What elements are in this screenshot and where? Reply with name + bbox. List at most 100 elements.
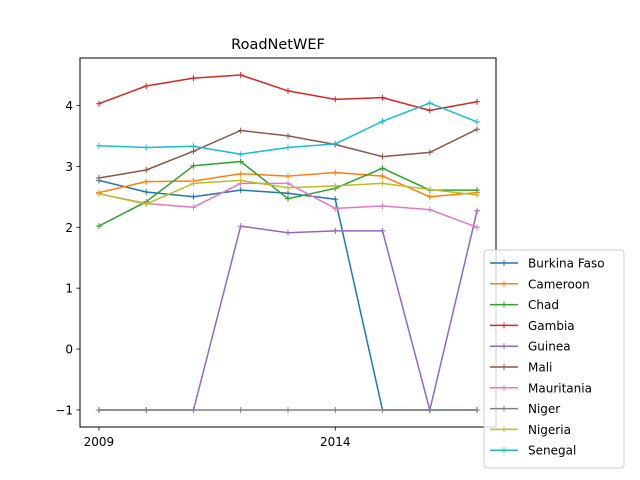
data-point (237, 187, 244, 194)
legend-label: Nigeria (528, 423, 571, 437)
legend-label: Gambia (528, 319, 575, 333)
data-point (285, 407, 291, 413)
data-point (237, 158, 244, 165)
data-point (332, 407, 339, 413)
data-point (143, 167, 150, 173)
data-point (143, 201, 150, 208)
legend-label: Cameroon (528, 277, 590, 291)
legend: Burkina Faso Cameroon Chad Gambia Guinea Mali… (483, 249, 625, 469)
data-point (237, 151, 244, 158)
legend-item: Gambia (490, 319, 575, 333)
data-point (474, 192, 481, 198)
legend-marker (501, 426, 507, 433)
legend-label: Mali (528, 361, 552, 375)
data-point (237, 223, 244, 230)
data-point (190, 204, 197, 211)
data-point (426, 186, 433, 193)
data-point (426, 107, 433, 114)
data-point (379, 165, 386, 172)
data-point (190, 162, 197, 169)
data-point (95, 407, 102, 413)
legend-label: Chad (528, 298, 559, 312)
series-mali (95, 126, 481, 181)
data-point (332, 182, 339, 189)
data-point (426, 206, 433, 213)
y-tick-label: 1 (65, 282, 73, 296)
y-tick-label: 0 (65, 343, 73, 357)
data-point (237, 127, 244, 134)
legend-label: Mauritania (528, 381, 592, 395)
data-point (285, 184, 291, 191)
data-point (190, 143, 197, 150)
legend-label: Guinea (528, 340, 571, 354)
series-gambia (95, 72, 481, 114)
data-point (426, 100, 433, 107)
data-point (332, 196, 339, 203)
plot-frame (79, 57, 497, 428)
data-point (237, 177, 244, 184)
legend-marker (501, 384, 507, 391)
data-point (285, 173, 291, 180)
legend-item: Niger (490, 402, 560, 416)
data-point (143, 178, 150, 185)
series-guinea (95, 207, 481, 413)
legend-marker (501, 343, 507, 350)
data-point (95, 142, 102, 149)
data-point (95, 100, 102, 107)
legend-label: Niger (528, 402, 560, 416)
data-point (332, 96, 339, 103)
data-point (474, 207, 481, 214)
legend-marker (501, 280, 507, 287)
legend-item: Guinea (490, 340, 571, 354)
data-point (95, 223, 102, 230)
series-senegal (95, 100, 481, 158)
legend-item: Cameroon (490, 277, 590, 291)
data-point (474, 118, 481, 125)
legend-label: Burkina Faso (528, 257, 605, 271)
x-tick-label: 2009 (84, 435, 115, 449)
series-burkina-faso (95, 177, 481, 413)
data-point (285, 190, 291, 197)
data-point (379, 94, 386, 101)
data-point (285, 87, 291, 94)
data-point (426, 407, 433, 413)
series-line (98, 210, 478, 411)
legend-label: Senegal (528, 444, 576, 458)
data-point (143, 83, 150, 89)
data-point (426, 193, 433, 200)
legend-item: Burkina Faso (490, 257, 605, 271)
data-point (332, 169, 339, 176)
data-point (237, 72, 244, 78)
data-point (474, 407, 481, 413)
legend-marker (501, 301, 507, 308)
data-point (285, 132, 291, 139)
data-point (474, 224, 481, 231)
series-cameroon (95, 169, 481, 200)
y-tick-label: 4 (65, 99, 73, 113)
data-point (190, 75, 197, 82)
plot-area (95, 72, 481, 413)
data-point (143, 144, 150, 151)
data-point (143, 407, 150, 413)
legend-item: Mauritania (490, 381, 592, 395)
legend-item: Chad (490, 298, 559, 312)
data-point (379, 153, 386, 160)
data-point (379, 203, 386, 209)
axes: −1 0 1 2 3 4 2009 2014 (55, 99, 350, 449)
legend-item: Mali (490, 361, 552, 375)
data-point (379, 180, 386, 187)
legend-marker (501, 322, 507, 329)
data-point (379, 118, 386, 125)
data-point (95, 190, 102, 197)
data-point (332, 227, 339, 234)
data-point (95, 175, 102, 181)
data-point (332, 140, 339, 147)
legend-item: Senegal (490, 444, 576, 458)
data-point (237, 170, 244, 177)
legend-item: Nigeria (490, 423, 571, 437)
x-tick-label: 2014 (320, 435, 351, 449)
legend-marker (501, 405, 507, 412)
y-tick-label: 3 (65, 160, 73, 174)
legend-marker (501, 447, 507, 454)
